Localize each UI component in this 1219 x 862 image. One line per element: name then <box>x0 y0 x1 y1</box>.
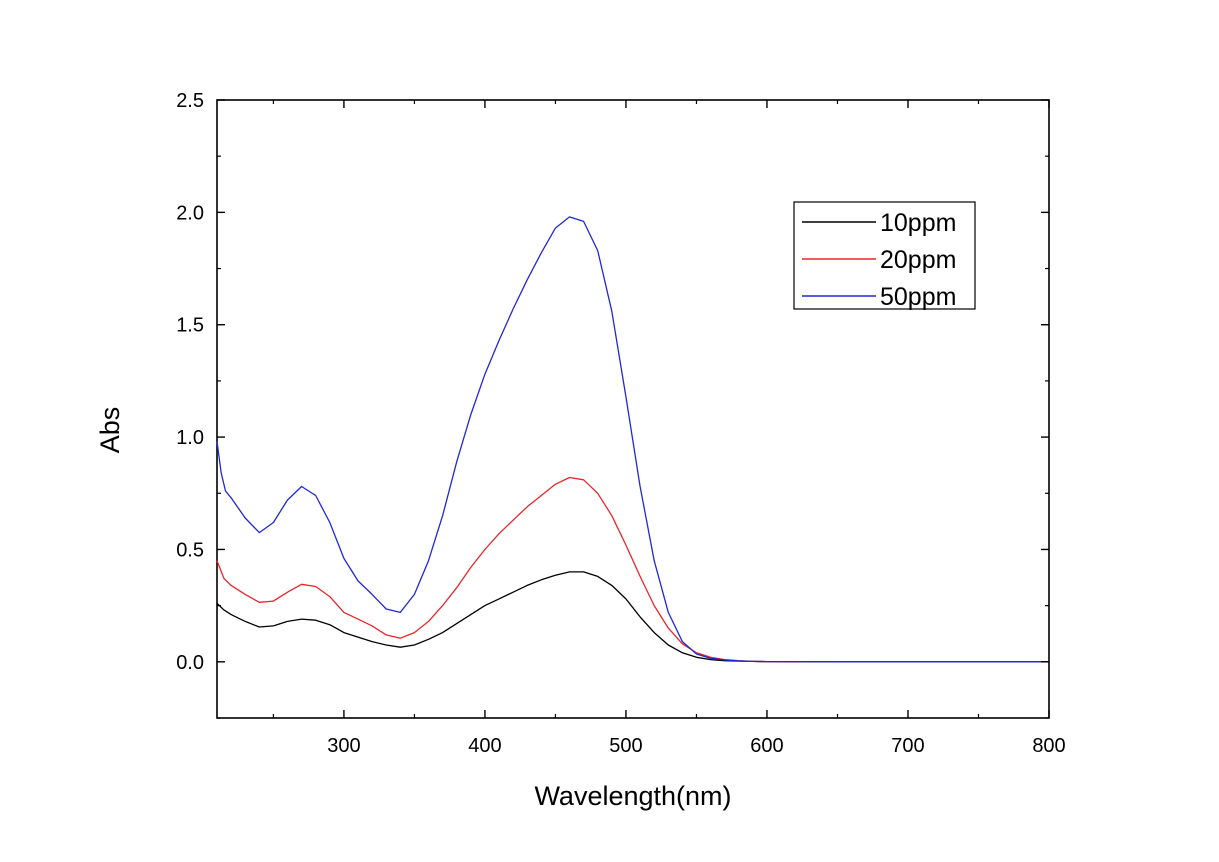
x-tick-label: 700 <box>891 735 924 757</box>
y-axis-title: Abs <box>95 407 125 454</box>
x-axis-ticks: 300 400 500 600 700 800 <box>272 100 1066 757</box>
series-line-10ppm <box>216 571 1049 663</box>
x-tick-label: 600 <box>750 735 783 757</box>
y-axis-ticks: 0.0 0.5 1.0 1.5 2.0 2.5 <box>176 90 1049 719</box>
series-line-50ppm <box>216 216 1049 663</box>
x-tick-label: 800 <box>1032 735 1065 757</box>
y-tick-label: 0.0 <box>176 652 204 674</box>
x-tick-label: 300 <box>327 735 360 757</box>
legend: 10ppm 20ppm 50ppm <box>793 201 976 311</box>
plot-layer <box>216 216 1049 663</box>
x-axis-title: Wavelength(nm) <box>534 781 731 811</box>
legend-box <box>793 201 976 310</box>
plot-frame <box>216 99 1050 719</box>
series-line-20ppm <box>216 476 1049 663</box>
x-tick-label: 500 <box>609 735 642 757</box>
y-tick-label: 1.5 <box>176 315 204 337</box>
y-tick-label: 2.0 <box>176 202 204 224</box>
y-tick-label: 0.5 <box>176 539 204 561</box>
y-tick-label: 1.0 <box>176 427 204 449</box>
legend-label-20ppm: 20ppm <box>880 246 956 274</box>
y-tick-label: 2.5 <box>176 90 204 112</box>
legend-label-50ppm: 50ppm <box>880 283 956 311</box>
legend-label-10ppm: 10ppm <box>880 209 956 237</box>
x-tick-label: 400 <box>468 735 501 757</box>
